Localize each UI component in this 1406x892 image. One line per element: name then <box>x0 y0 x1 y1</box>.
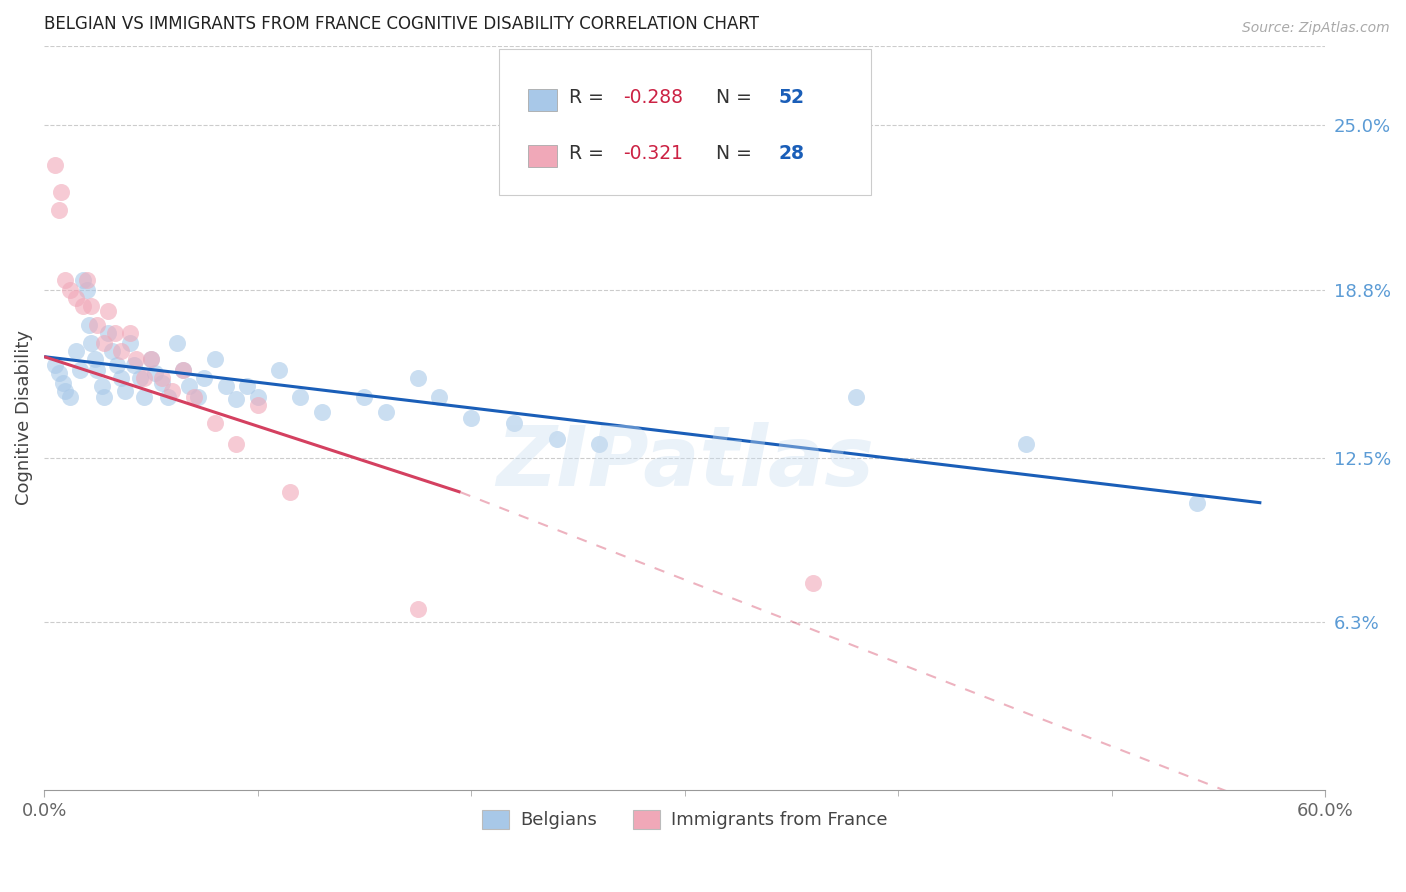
Point <box>225 437 247 451</box>
Y-axis label: Cognitive Disability: Cognitive Disability <box>15 330 32 505</box>
Point <box>134 390 156 404</box>
Point <box>52 376 75 391</box>
Text: BELGIAN VS IMMIGRANTS FROM FRANCE COGNITIVE DISABILITY CORRELATION CHART: BELGIAN VS IMMIGRANTS FROM FRANCE COGNIT… <box>44 15 759 33</box>
Point <box>801 575 824 590</box>
Point <box>204 352 226 367</box>
Point <box>69 363 91 377</box>
Point <box>193 371 215 385</box>
Point <box>172 363 194 377</box>
Point <box>105 358 128 372</box>
Text: -0.321: -0.321 <box>623 145 683 163</box>
Point <box>150 371 173 385</box>
FancyBboxPatch shape <box>529 89 557 112</box>
Point <box>55 384 77 399</box>
Point <box>80 299 103 313</box>
Point <box>236 379 259 393</box>
Point <box>44 158 66 172</box>
Point <box>59 390 82 404</box>
Point <box>150 376 173 391</box>
Point <box>84 352 107 367</box>
Point <box>65 344 87 359</box>
Point <box>76 283 98 297</box>
Point <box>374 405 396 419</box>
Point <box>65 291 87 305</box>
Point <box>1015 437 1038 451</box>
Text: 28: 28 <box>779 145 804 163</box>
Point <box>162 384 184 399</box>
Point <box>118 336 141 351</box>
Point <box>77 318 100 332</box>
Point <box>139 352 162 367</box>
Text: R =: R = <box>569 145 610 163</box>
Point <box>103 326 125 340</box>
Point <box>44 358 66 372</box>
Point <box>72 272 94 286</box>
Point <box>503 416 526 430</box>
Point <box>97 304 120 318</box>
Point <box>86 318 108 332</box>
Point <box>406 602 429 616</box>
Point <box>118 326 141 340</box>
Point <box>139 352 162 367</box>
Point <box>86 363 108 377</box>
Point <box>101 344 124 359</box>
Point <box>214 379 236 393</box>
Point <box>290 390 312 404</box>
Text: Source: ZipAtlas.com: Source: ZipAtlas.com <box>1241 21 1389 36</box>
Point <box>460 410 482 425</box>
FancyBboxPatch shape <box>529 145 557 167</box>
Point <box>76 272 98 286</box>
Text: ZIPatlas: ZIPatlas <box>496 422 873 503</box>
Text: R =: R = <box>569 88 610 107</box>
Text: N =: N = <box>704 145 758 163</box>
Point <box>406 371 429 385</box>
Point <box>588 437 610 451</box>
Text: N =: N = <box>704 88 758 107</box>
Legend: Belgians, Immigrants from France: Belgians, Immigrants from France <box>475 803 894 837</box>
Point <box>122 358 145 372</box>
Point <box>166 336 188 351</box>
Point <box>125 352 148 367</box>
Point <box>90 379 112 393</box>
Point <box>172 363 194 377</box>
Text: -0.288: -0.288 <box>623 88 683 107</box>
Point <box>110 371 132 385</box>
Point <box>187 390 209 404</box>
Point <box>59 283 82 297</box>
Point <box>93 336 115 351</box>
Point <box>93 390 115 404</box>
Point <box>55 272 77 286</box>
Point <box>134 371 156 385</box>
Point <box>267 363 290 377</box>
Point <box>183 390 205 404</box>
Point <box>48 366 70 380</box>
Point <box>80 336 103 351</box>
Point <box>353 390 375 404</box>
Point <box>51 185 73 199</box>
Point <box>225 392 247 407</box>
Point <box>110 344 132 359</box>
Point <box>278 485 301 500</box>
Point <box>72 299 94 313</box>
Point <box>204 416 226 430</box>
Point <box>845 390 868 404</box>
Point <box>546 432 568 446</box>
Point <box>246 390 269 404</box>
Text: 52: 52 <box>779 88 804 107</box>
Point <box>427 390 450 404</box>
Point <box>1187 496 1209 510</box>
Point <box>311 405 333 419</box>
Point <box>114 384 136 399</box>
Point <box>246 397 269 411</box>
Point <box>156 390 179 404</box>
Point <box>179 379 201 393</box>
Point <box>129 371 152 385</box>
Point <box>48 203 70 218</box>
FancyBboxPatch shape <box>499 49 870 194</box>
Point <box>143 366 166 380</box>
Point <box>97 326 120 340</box>
